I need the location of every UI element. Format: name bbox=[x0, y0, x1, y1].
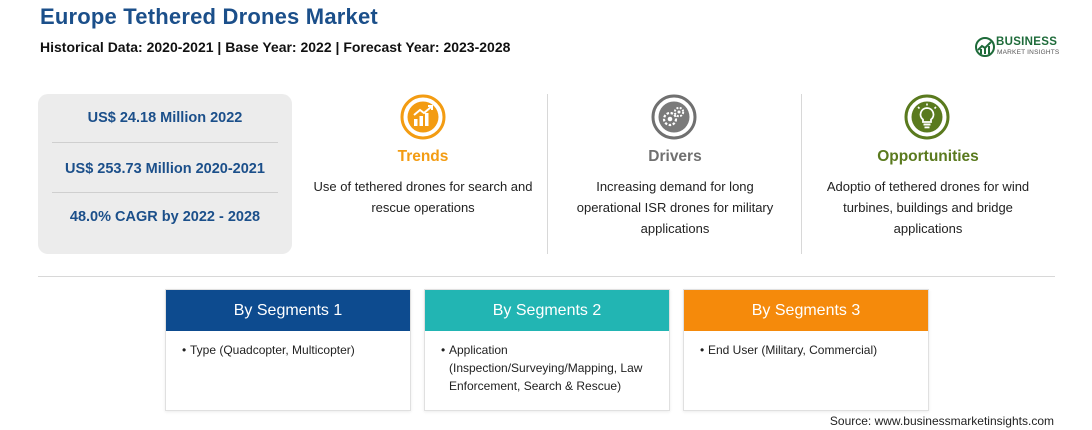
page-title: Europe Tethered Drones Market bbox=[40, 4, 378, 29]
column-divider bbox=[801, 94, 802, 254]
drivers-column: Drivers Increasing demand for long opera… bbox=[553, 94, 797, 254]
drivers-heading: Drivers bbox=[648, 148, 702, 165]
stats-panel: US$ 24.18 Million 2022 US$ 253.73 Millio… bbox=[38, 94, 292, 254]
opportunities-text: Adoptio of tethered drones for wind turb… bbox=[826, 179, 1030, 236]
segment-1-title: By Segments 1 bbox=[166, 290, 410, 331]
stat-historical: US$ 253.73 Million 2020-2021 bbox=[65, 161, 265, 177]
segment-card-1: By Segments 1 • Type (Quadcopter, Multico… bbox=[165, 289, 411, 411]
trends-column: Trends Use of tethered drones for search… bbox=[300, 94, 546, 254]
opportunities-heading: Opportunities bbox=[877, 148, 979, 165]
brand-logo: BUSINESS MARKET INSIGHTS bbox=[974, 34, 1064, 62]
segment-1-item: • Type (Quadcopter, Multicopter) bbox=[182, 343, 355, 357]
logo-line1: BUSINESS bbox=[996, 36, 1058, 48]
trend-chart-icon bbox=[400, 94, 446, 140]
gears-icon bbox=[651, 94, 697, 140]
trends-heading: Trends bbox=[397, 148, 449, 165]
opportunities-column: Opportunities Adoptio of tethered drones… bbox=[806, 94, 1050, 254]
source-note: Source: www.businessmarketinsights.com bbox=[829, 414, 1054, 428]
segment-2-item: • Application (Inspection/Surveying/Mappi… bbox=[441, 343, 643, 393]
trends-text: Use of tethered drones for search and re… bbox=[313, 179, 533, 215]
stat-divider bbox=[52, 142, 278, 143]
lightbulb-icon bbox=[904, 94, 950, 140]
stat-divider bbox=[52, 192, 278, 193]
segment-3-item: • End User (Military, Commercial) bbox=[700, 343, 878, 357]
logo-line2: MARKET INSIGHTS bbox=[997, 49, 1060, 56]
drivers-text: Increasing demand for long operational I… bbox=[576, 179, 774, 236]
segment-2-title: By Segments 2 bbox=[425, 290, 669, 331]
stat-cagr: 48.0% CAGR by 2022 - 2028 bbox=[69, 209, 261, 225]
column-divider bbox=[547, 94, 548, 254]
logo-globe-icon bbox=[975, 37, 995, 57]
segment-3-title: By Segments 3 bbox=[684, 290, 928, 331]
stat-market-size-2022: US$ 24.18 Million 2022 bbox=[87, 110, 243, 126]
page-subtitle: Historical Data: 2020-2021 | Base Year: … bbox=[40, 39, 511, 55]
segment-card-2: By Segments 2 • Application (Inspection/S… bbox=[424, 289, 670, 411]
segment-card-3: By Segments 3 • End User (Military, Comme… bbox=[683, 289, 929, 411]
section-divider bbox=[38, 276, 1055, 277]
